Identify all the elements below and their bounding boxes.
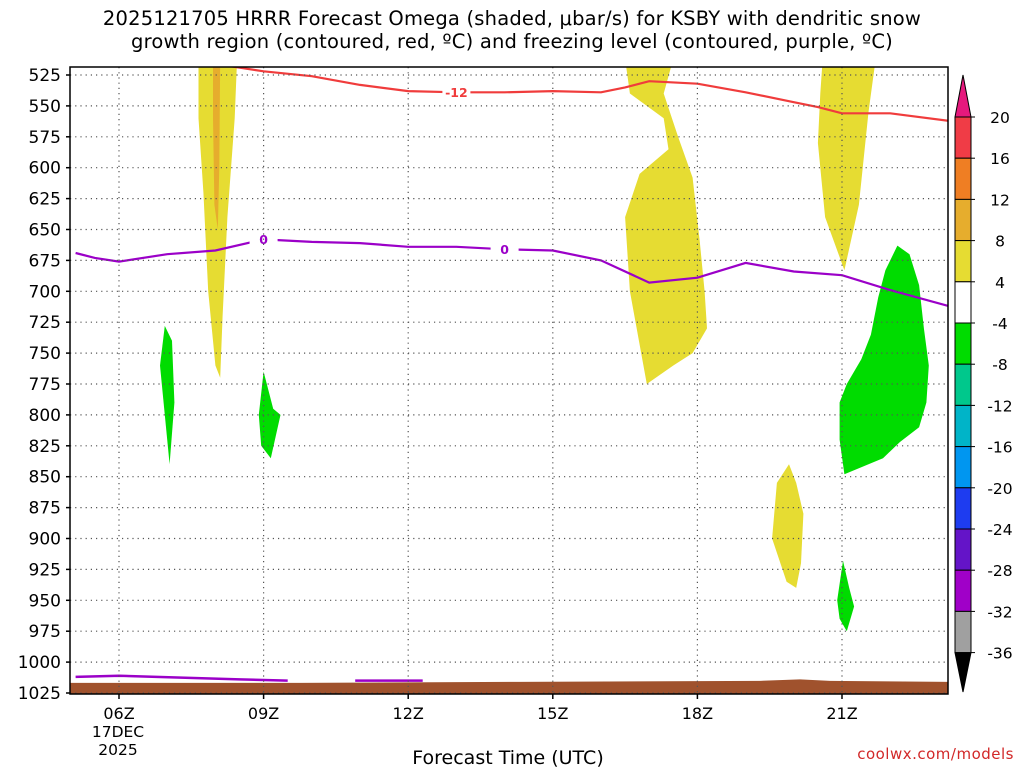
colorbar-bin [954, 240, 972, 283]
colorbar-bin [954, 322, 972, 365]
contour-label-1-1: -12 [445, 85, 468, 100]
colorbar-bin [954, 363, 972, 406]
chart-title-line1: 2025121705 HRRR Forecast Omega (shaded, … [102, 7, 922, 30]
y-tick-label: 550 [29, 97, 61, 117]
contour-line-2 [75, 238, 948, 307]
x-tick-label: 15Z [537, 704, 568, 723]
colorbar-tick-label: 4 [995, 274, 1005, 292]
y-tick-label: 575 [29, 128, 61, 148]
colorbar-tick-label: -12 [987, 397, 1012, 415]
y-tick-label: 1000 [18, 653, 61, 673]
y-tick-label: 925 [29, 560, 61, 580]
y-tick-label: 650 [29, 221, 61, 241]
colorbar-tick-label: 16 [990, 150, 1010, 168]
colorbar-tick-label: -36 [987, 645, 1012, 663]
colorbar-bin [954, 528, 972, 571]
chart-title: 2025121705 HRRR Forecast Omega (shaded, … [0, 7, 1024, 53]
y-tick-label: 950 [29, 591, 61, 611]
colorbar-tick-label: 12 [990, 191, 1010, 209]
colorbar-bin [954, 157, 972, 200]
terrain [70, 679, 948, 694]
colorbar-bin [954, 198, 972, 242]
colorbar: 20 16 12 8 4 -4 -8 -12 -16 -20 -24 -28 -32 -36 [954, 74, 1013, 693]
y-tick-label: 600 [29, 159, 61, 179]
plot-content: -1200 [70, 67, 948, 694]
y-tick-label: 725 [29, 313, 61, 333]
y-tick-label: 625 [29, 190, 61, 210]
colorbar-bin [954, 116, 972, 159]
y-tick-label: 825 [29, 437, 61, 457]
x-tick-label: 09Z [248, 704, 279, 723]
y-tick-label: 975 [29, 622, 61, 642]
colorbar-tick-label: -4 [992, 315, 1007, 333]
y-tick-label: 750 [29, 344, 61, 364]
y-tick-label: 525 [29, 66, 61, 86]
colorbar-tick-label: -16 [987, 439, 1012, 457]
y-tick-label: 1025 [18, 684, 61, 704]
omega-region-5 [772, 464, 804, 588]
y-tick-label: 850 [29, 468, 61, 488]
omega-region-2 [213, 67, 221, 230]
colorbar-tick-label: -8 [992, 356, 1007, 374]
colorbar-tick-label: -28 [987, 562, 1012, 580]
omega-region-4 [817, 67, 875, 271]
time-axis: 06Z 09Z 12Z 15Z 18Z 21Z [103, 694, 858, 723]
colorbar-bin [954, 487, 972, 530]
omega-region-8 [839, 245, 929, 475]
colorbar-bin [954, 446, 972, 489]
y-tick-label: 775 [29, 375, 61, 395]
omega-region-9 [837, 560, 855, 632]
x-axis-label: Forecast Time (UTC) [412, 747, 603, 768]
colorbar-under-arrow [954, 652, 972, 693]
omega-region-6 [160, 325, 175, 465]
y-tick-label: 700 [29, 282, 61, 302]
colorbar-tick-label: 8 [995, 233, 1005, 251]
colorbar-tick-label: -20 [987, 480, 1012, 498]
colorbar-tick-label: -24 [987, 521, 1012, 539]
plot-area: -1200 [69, 66, 949, 695]
x-tick-label: 06Z [103, 704, 134, 723]
chart-title-line2: growth region (contoured, red, ºC) and f… [131, 30, 893, 53]
contour-label-bg [442, 85, 471, 100]
y-tick-label: 675 [29, 251, 61, 271]
omega-region-7 [258, 371, 281, 459]
x-tick-label: 12Z [393, 704, 424, 723]
colorbar-bin [954, 281, 972, 324]
contour-label-2-2: 0 [500, 242, 509, 257]
colorbar-bin [954, 610, 972, 654]
date-label-day: 17DEC [92, 723, 144, 741]
colorbar-tick-label: 20 [990, 109, 1010, 127]
x-tick-label: 21Z [826, 704, 857, 723]
contour-label-bg [490, 242, 519, 257]
colorbar-bin [954, 569, 972, 612]
date-label-year: 2025 [98, 741, 137, 759]
pressure-axis: 525 550 575 600 625 650 675 700 725 750 775 800 825 8… [18, 66, 70, 704]
colorbar-tick-label: -32 [987, 603, 1012, 621]
y-tick-label: 800 [29, 406, 61, 426]
colorbar-bin [954, 404, 972, 448]
y-tick-label: 900 [29, 530, 61, 550]
colorbar-over-arrow [954, 74, 972, 118]
plot-frame [69, 66, 949, 695]
y-tick-label: 875 [29, 499, 61, 519]
x-tick-label: 18Z [682, 704, 713, 723]
credit-text: coolwx.com/models [857, 745, 1014, 763]
omega-region-3 [625, 67, 707, 384]
surface-freezing-line-1 [75, 674, 288, 682]
